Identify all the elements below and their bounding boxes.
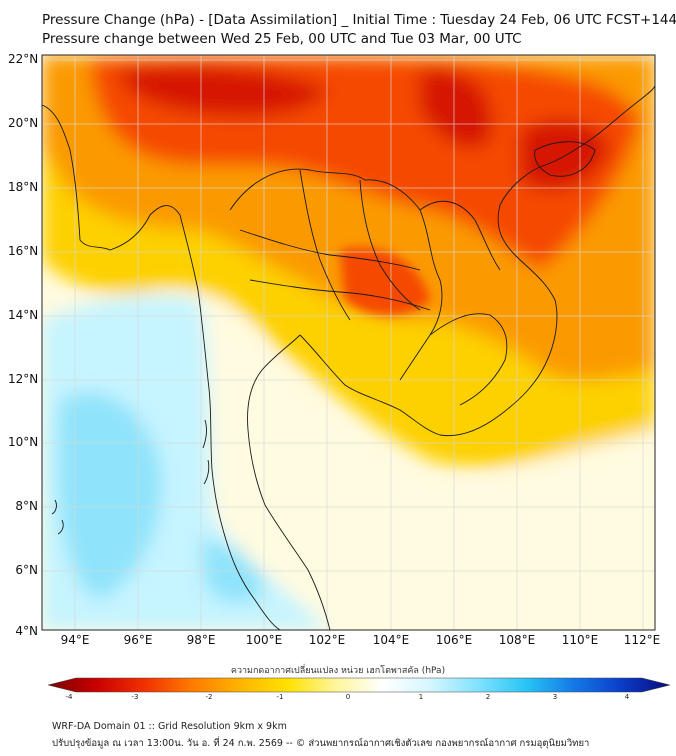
- lon-label: 96°E: [123, 633, 153, 647]
- colorbar-bar: [47, 677, 671, 693]
- lat-label: 18°N: [8, 180, 39, 194]
- lon-label: 110°E: [561, 633, 599, 647]
- lat-label: 14°N: [8, 308, 39, 322]
- vietnam-coast: [544, 84, 655, 166]
- lon-label: 94°E: [60, 633, 90, 647]
- lat-label: 6°N: [15, 563, 38, 577]
- field-deep-fall-core: [120, 66, 610, 190]
- malay-peninsula-west: [225, 539, 281, 630]
- andaman-islands: [202, 419, 210, 485]
- pressure-field: [42, 55, 655, 630]
- lon-label: 98°E: [186, 633, 216, 647]
- laos-vietnam-border: [419, 200, 501, 271]
- malay-peninsula-east: [247, 334, 331, 630]
- hainan-island: [534, 141, 596, 177]
- myanmar-coastline: [42, 104, 227, 541]
- nicobar-islands: [51, 499, 64, 535]
- inner-border-2: [359, 179, 421, 311]
- lat-label: 4°N: [15, 624, 38, 638]
- colorbar-tick-label: 4: [624, 693, 630, 701]
- chart-title: Pressure Change (hPa) - [Data Assimilati…: [42, 12, 676, 28]
- lat-label: 10°N: [8, 435, 39, 449]
- colorbar-tick-label: 2: [485, 693, 491, 701]
- lon-label: 102°E: [308, 633, 346, 647]
- colorbar-tick-label: 1: [418, 693, 424, 701]
- inner-border-4: [249, 279, 431, 311]
- lon-label: 112°E: [623, 633, 661, 647]
- colorbar-tick-label: -1: [276, 693, 284, 701]
- lat-label: 22°N: [8, 52, 39, 66]
- map-gridlines: [42, 55, 655, 630]
- lat-label: 20°N: [8, 116, 39, 130]
- colorbar-tick-label: -4: [65, 693, 73, 701]
- gulf-of-thailand-coast: [299, 164, 558, 437]
- inner-border-3: [239, 229, 421, 271]
- colorbar-tick-label: 0: [345, 693, 351, 701]
- colorbar: [47, 677, 671, 693]
- field-rise-core: [57, 392, 162, 600]
- lon-label: 104°E: [372, 633, 410, 647]
- coastlines-and-borders: [42, 84, 655, 630]
- footer-credit: ปรับปรุงข้อมูล ณ เวลา 13:00น. วัน อ. ที่…: [52, 738, 590, 749]
- lon-label: 108°E: [498, 633, 536, 647]
- map-frame: [41, 54, 656, 631]
- lon-label: 106°E: [435, 633, 473, 647]
- colorbar-tick-label: -2: [205, 693, 213, 701]
- inner-border-1: [299, 169, 351, 321]
- colorbar-tick-label: -3: [131, 693, 139, 701]
- lat-label: 12°N: [8, 372, 39, 386]
- colorbar-title: ความกดอากาศเปลี่ยนแปลง หน่วย เฮกโตพาสคัล…: [230, 666, 446, 676]
- footer-model-info: WRF-DA Domain 01 :: Grid Resolution 9km …: [52, 721, 287, 732]
- lon-label: 100°E: [245, 633, 283, 647]
- lat-label: 8°N: [15, 499, 38, 513]
- lat-label: 16°N: [8, 244, 39, 258]
- colorbar-tick-label: 3: [552, 693, 558, 701]
- field-fall-patch: [340, 247, 430, 315]
- chart-subtitle: Pressure change between Wed 25 Feb, 00 U…: [42, 31, 522, 47]
- cambodia-border: [429, 313, 508, 406]
